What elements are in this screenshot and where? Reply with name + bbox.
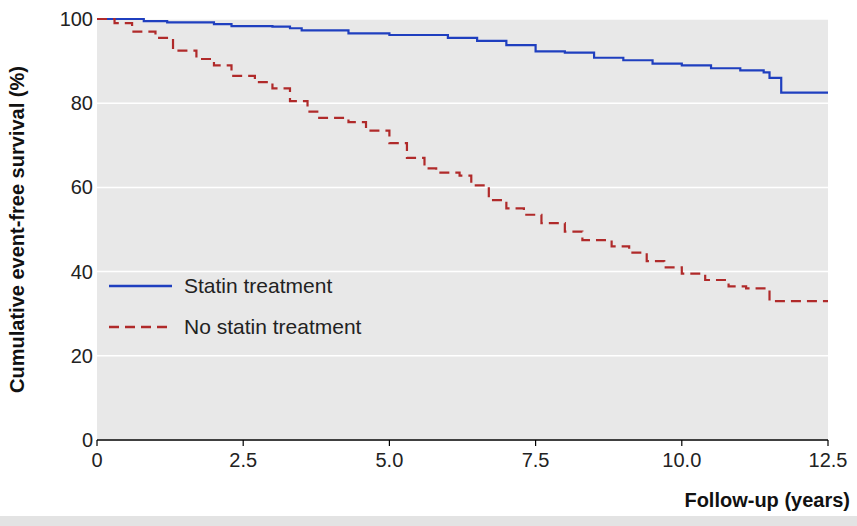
x-tick — [681, 440, 682, 446]
chart: 0 20 40 60 80 100 0 2.5 5.0 7.5 10.0 12.5 Follow-up … — [0, 0, 857, 526]
x-tick-label: 10.0 — [662, 449, 701, 471]
grid-line — [97, 102, 828, 104]
y-axis-label: Cumulative event-free survival (%) — [6, 66, 28, 393]
series-line — [97, 19, 828, 93]
y-tick-label: 20 — [71, 345, 93, 367]
grid-line — [97, 355, 828, 357]
series-group — [97, 19, 828, 301]
y-tick-label: 60 — [71, 176, 93, 198]
legend-label: Statin treatment — [184, 274, 332, 297]
grid-line — [97, 18, 828, 20]
x-tick — [96, 440, 97, 446]
x-tick-label: 12.5 — [809, 449, 848, 471]
legend-swatch — [109, 285, 172, 287]
legend-label: No statin treatment — [184, 315, 362, 338]
x-tick-label: 2.5 — [229, 449, 257, 471]
series-line — [97, 19, 828, 301]
x-tick — [535, 440, 536, 446]
y-tick-label: 0 — [82, 429, 93, 451]
x-tick — [389, 440, 390, 446]
grid-line — [97, 187, 828, 189]
x-tick-label: 5.0 — [375, 449, 403, 471]
y-tick-label: 80 — [71, 92, 93, 114]
x-tick-label: 0 — [91, 449, 102, 471]
plot-background — [97, 19, 828, 440]
y-tick-label: 40 — [71, 261, 93, 283]
footer-strip — [0, 516, 857, 526]
x-axis-label: Follow-up (years) — [684, 489, 850, 511]
x-tick-label: 7.5 — [522, 449, 550, 471]
grid-line — [97, 439, 828, 441]
x-tick — [243, 440, 244, 446]
x-axis — [97, 439, 828, 441]
grid-line — [97, 271, 828, 273]
x-tick — [827, 440, 828, 446]
legend-swatch — [109, 326, 172, 328]
y-tick-label: 100 — [60, 8, 93, 30]
